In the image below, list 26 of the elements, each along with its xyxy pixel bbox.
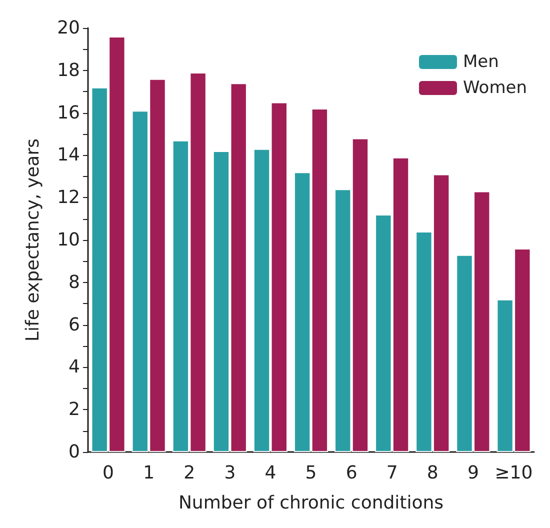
y-tick-label: 12 (57, 187, 80, 208)
x-tick-label: 1 (143, 462, 155, 484)
x-axis-title: Number of chronic conditions (178, 492, 444, 514)
x-tick-label: 3 (224, 462, 236, 484)
y-axis-title: Life expectancy, years (22, 138, 44, 342)
legend-label: Men (462, 52, 499, 72)
y-tick-label: 8 (68, 272, 80, 293)
y-tick-label: 0 (68, 442, 80, 462)
y-tick-label: 6 (68, 314, 80, 336)
x-tick-label: 0 (102, 462, 114, 484)
y-tick-label: 16 (57, 102, 80, 124)
x-tick-label: ≥10 (494, 462, 533, 484)
x-tick-label: 8 (426, 462, 438, 484)
x-tick-label: 4 (264, 462, 276, 484)
y-tick-label: 20 (57, 18, 80, 38)
y-tick-label: 10 (57, 230, 80, 250)
y-tick-label: 4 (68, 356, 80, 378)
x-tick-label: 2 (184, 462, 196, 484)
y-tick-label: 2 (68, 399, 80, 420)
legend-label: Women (462, 78, 528, 98)
x-tick-label: 9 (467, 462, 479, 484)
y-tick-label: 18 (57, 60, 80, 81)
y-tick-label: 14 (57, 144, 80, 166)
x-tick-label: 6 (346, 462, 358, 484)
x-tick-label: 7 (386, 462, 398, 484)
x-tick-label: 5 (305, 462, 317, 484)
